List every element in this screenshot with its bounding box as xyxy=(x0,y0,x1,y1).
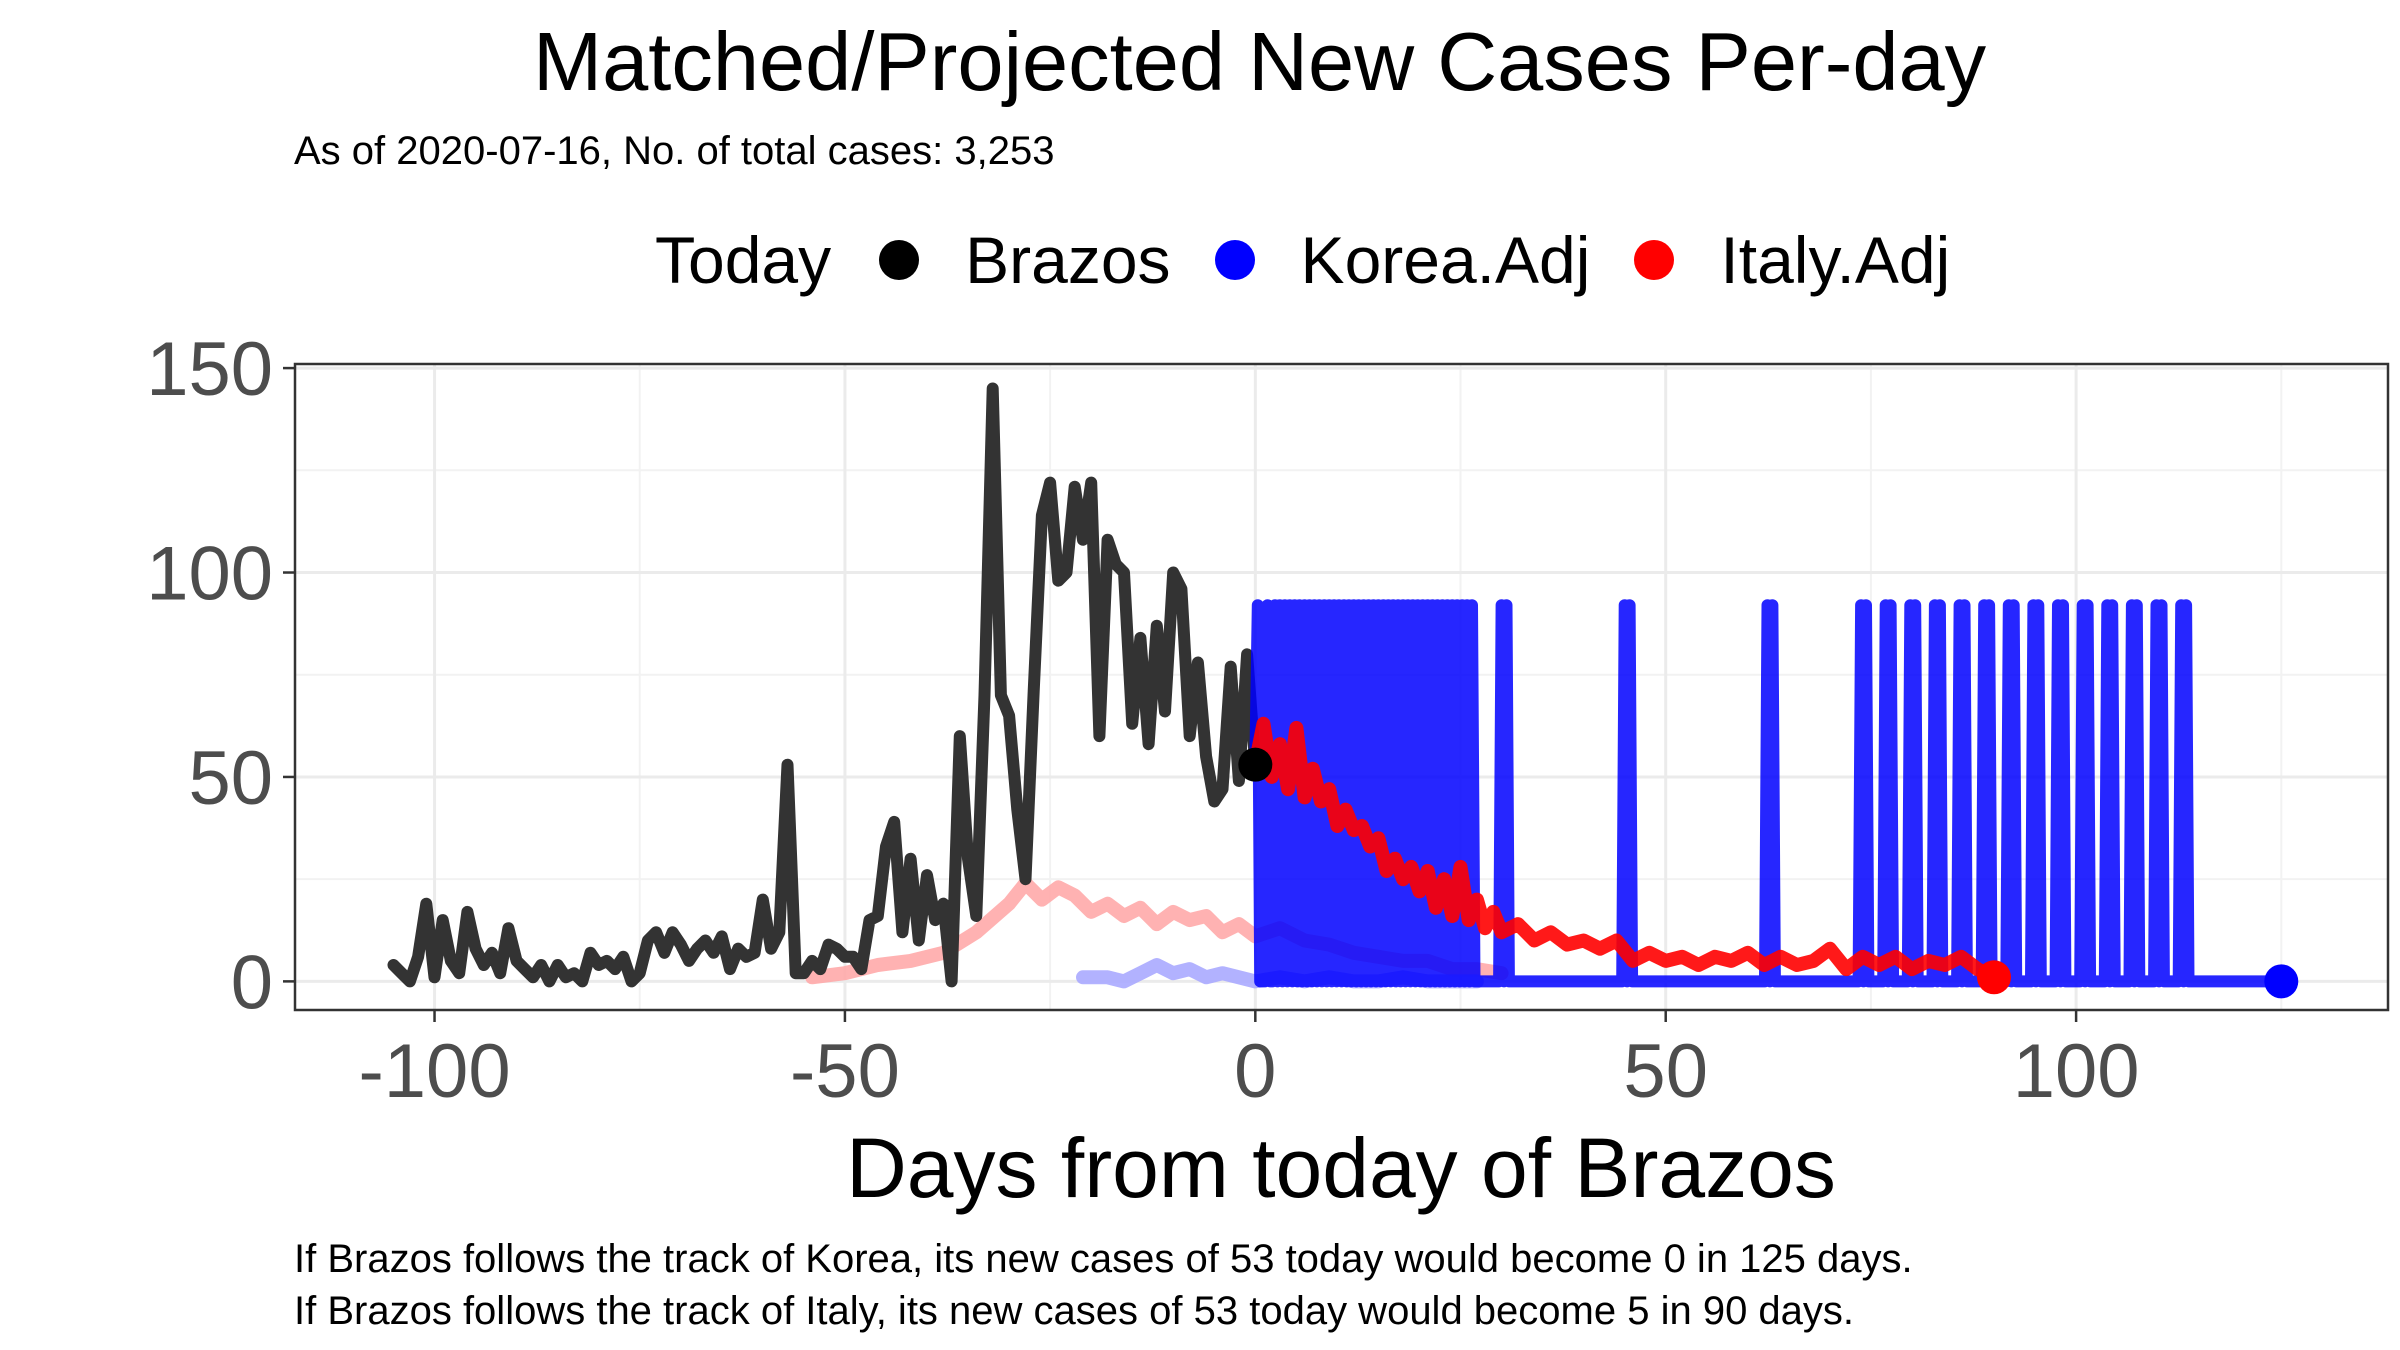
x-tick-label: -50 xyxy=(790,1029,900,1114)
legend-label-italy: Italy.Adj xyxy=(1720,223,1951,297)
legend-dot-korea xyxy=(1214,240,1255,280)
plot-panel-border xyxy=(293,362,2390,1012)
legend-dot-brazos xyxy=(879,240,920,280)
x-tick-label: 0 xyxy=(1234,1029,1276,1114)
x-tick-label: 50 xyxy=(1623,1029,1708,1114)
x-tick-label: -100 xyxy=(358,1029,510,1114)
legend-label-korea: Korea.Adj xyxy=(1300,223,1591,297)
series-layer xyxy=(387,382,2299,999)
x-axis: -100 -50 0 50 100 xyxy=(358,1010,2140,1114)
x-tick-label: 100 xyxy=(2013,1029,2140,1114)
caption: If Brazos follows the track of Korea, it… xyxy=(294,1233,1913,1337)
x-axis-title: Days from today of Brazos xyxy=(846,1121,1836,1215)
legend-item-italy: Italy.Adj xyxy=(1634,222,1950,298)
legend-label-brazos: Brazos xyxy=(965,223,1171,297)
series-line-italy-adj xyxy=(1248,716,2001,985)
y-axis: 0 50 100 150 xyxy=(146,327,295,1025)
legend-dot-italy xyxy=(1634,240,1675,280)
series-line-brazos xyxy=(387,382,1262,988)
caption-korea: If Brazos follows the track of Korea, it… xyxy=(294,1237,1913,1281)
y-tick-label: 0 xyxy=(231,940,273,1025)
legend: Today Brazos Korea.Adj Italy.Adj xyxy=(655,218,1994,302)
chart-subtitle: As of 2020-07-16, No. of total cases: 3,… xyxy=(294,129,1055,173)
end-point-korea-adj xyxy=(2264,964,2299,999)
legend-title: Today xyxy=(655,223,832,297)
legend-item-brazos: Brazos xyxy=(879,222,1171,298)
chart-title: Matched/Projected New Cases Per-day xyxy=(533,15,1987,108)
legend-item-korea: Korea.Adj xyxy=(1214,222,1591,298)
series-line-korea-adj xyxy=(1249,599,2274,988)
caption-italy: If Brazos follows the track of Italy, it… xyxy=(294,1289,1855,1333)
y-tick-label: 100 xyxy=(146,532,273,617)
y-tick-label: 150 xyxy=(146,327,273,412)
end-point-italy-adj xyxy=(1977,960,2012,995)
today-point-brazos xyxy=(1238,747,1273,782)
y-tick-label: 50 xyxy=(188,736,273,821)
